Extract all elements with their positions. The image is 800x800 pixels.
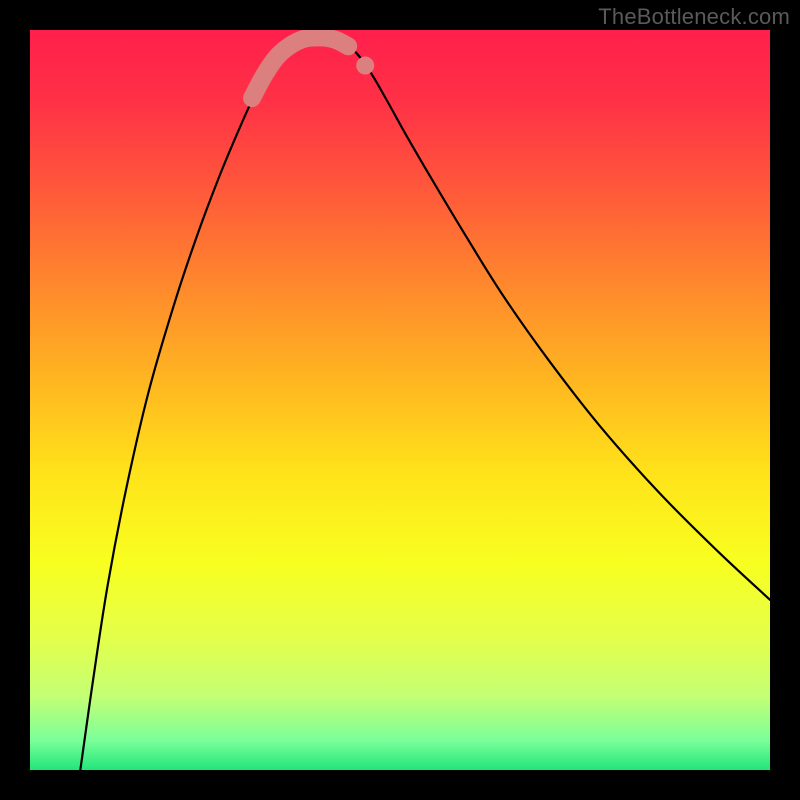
gradient-background [30,30,770,770]
trough-end-marker [356,57,374,75]
plot-area [30,30,770,770]
chart-svg [30,30,770,770]
watermark-text: TheBottleneck.com [598,4,790,30]
